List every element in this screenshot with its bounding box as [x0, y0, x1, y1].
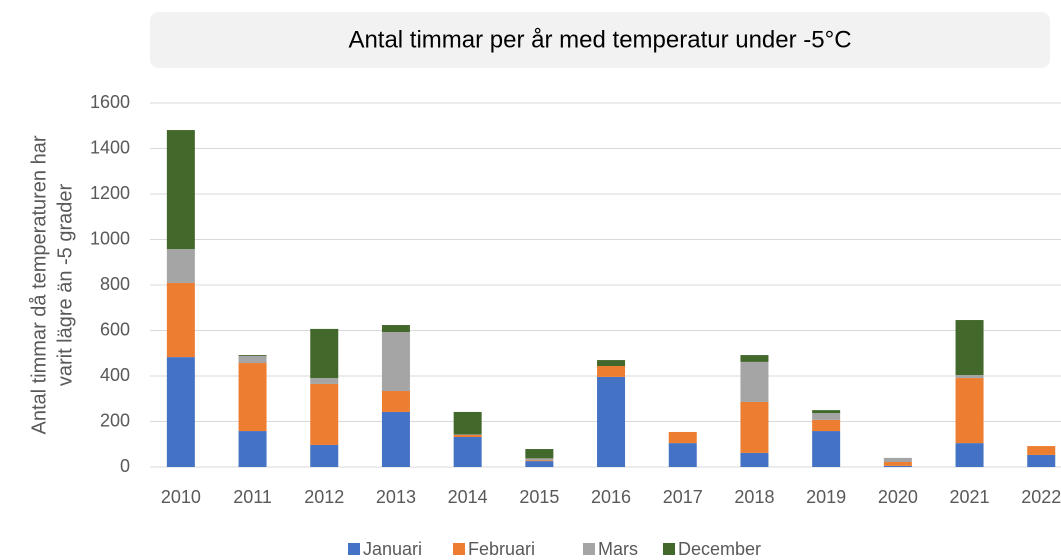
bar-segment [166, 130, 195, 250]
bar-segment [453, 436, 482, 467]
bar-segment [238, 355, 267, 356]
bar-segment [597, 360, 626, 366]
x-tick-label: 2015 [519, 487, 559, 507]
y-axis-label: Antal timmar då temperaturen har [28, 135, 50, 434]
bar-segment [883, 457, 912, 462]
y-tick-label: 1200 [90, 183, 130, 203]
bar-segment [740, 401, 769, 453]
bar-segment [955, 320, 984, 376]
bar-segment [238, 431, 267, 467]
bar-segment [166, 282, 195, 358]
legend-swatch [583, 543, 595, 555]
x-tick-label: 2016 [591, 487, 631, 507]
x-tick-label: 2017 [663, 487, 703, 507]
bar-segment [381, 411, 410, 467]
bar-segment [310, 444, 339, 467]
bar-segment [740, 361, 769, 402]
x-tick-label: 2018 [734, 487, 774, 507]
x-tick-label: 2013 [376, 487, 416, 507]
bar-segment [740, 355, 769, 362]
bar-segment [525, 461, 554, 467]
y-tick-label: 600 [100, 319, 130, 339]
bar-segment [955, 378, 984, 444]
y-axis-label: varit lägre än -5 grader [54, 184, 76, 387]
x-tick-label: 2010 [161, 487, 201, 507]
bar-segment [1027, 454, 1056, 467]
legend-label: Mars [598, 539, 638, 559]
legend-swatch [348, 543, 360, 555]
legend-swatch [453, 543, 465, 555]
legend-swatch [663, 543, 675, 555]
chart-title: Antal timmar per år med temperatur under… [348, 26, 851, 53]
bar-segment [381, 391, 410, 412]
x-tick-label: 2012 [304, 487, 344, 507]
bar-segment [310, 328, 339, 379]
bar-segment [740, 452, 769, 467]
y-tick-label: 400 [100, 365, 130, 385]
y-tick-label: 1600 [90, 92, 130, 112]
bar-segment [453, 434, 482, 437]
x-tick-label: 2014 [448, 487, 488, 507]
bar-segment [525, 458, 554, 461]
y-tick-label: 1400 [90, 137, 130, 157]
bar-segment [955, 443, 984, 467]
bar-segment [812, 431, 841, 467]
legend-label: December [678, 539, 761, 559]
legend-label: Februari [468, 539, 535, 559]
y-tick-label: 1000 [90, 228, 130, 248]
bar-segment [453, 411, 482, 435]
bar-segment [310, 383, 339, 445]
bar-segment [812, 410, 841, 414]
bar-segment [525, 460, 554, 462]
bar-segment [381, 325, 410, 333]
title-box [150, 12, 1050, 68]
bar-segment [381, 332, 410, 392]
bar-segment [597, 365, 626, 377]
bar-segment [1027, 446, 1056, 455]
bar-segment [668, 431, 697, 444]
bar-segment [955, 375, 984, 379]
x-tick-label: 2021 [950, 487, 990, 507]
x-tick-label: 2019 [806, 487, 846, 507]
bar-segment [883, 465, 912, 467]
bar-segment [166, 357, 195, 467]
x-tick-label: 2022 [1021, 487, 1061, 507]
bar-segment [812, 419, 841, 432]
bar-segment [166, 249, 195, 283]
bar-segment [668, 443, 697, 467]
bar-segment [238, 363, 267, 432]
bar-segment [525, 449, 554, 459]
y-tick-label: 200 [100, 410, 130, 430]
bar-segment [812, 413, 841, 420]
bar-segment [238, 355, 267, 364]
x-tick-label: 2011 [233, 487, 272, 507]
y-tick-label: 0 [120, 456, 130, 476]
bar-segment [597, 376, 626, 467]
legend-label: Januari [363, 539, 422, 559]
bar-segment [310, 378, 339, 384]
x-tick-label: 2020 [878, 487, 918, 507]
y-tick-label: 800 [100, 274, 130, 294]
bar-segment [883, 461, 912, 466]
